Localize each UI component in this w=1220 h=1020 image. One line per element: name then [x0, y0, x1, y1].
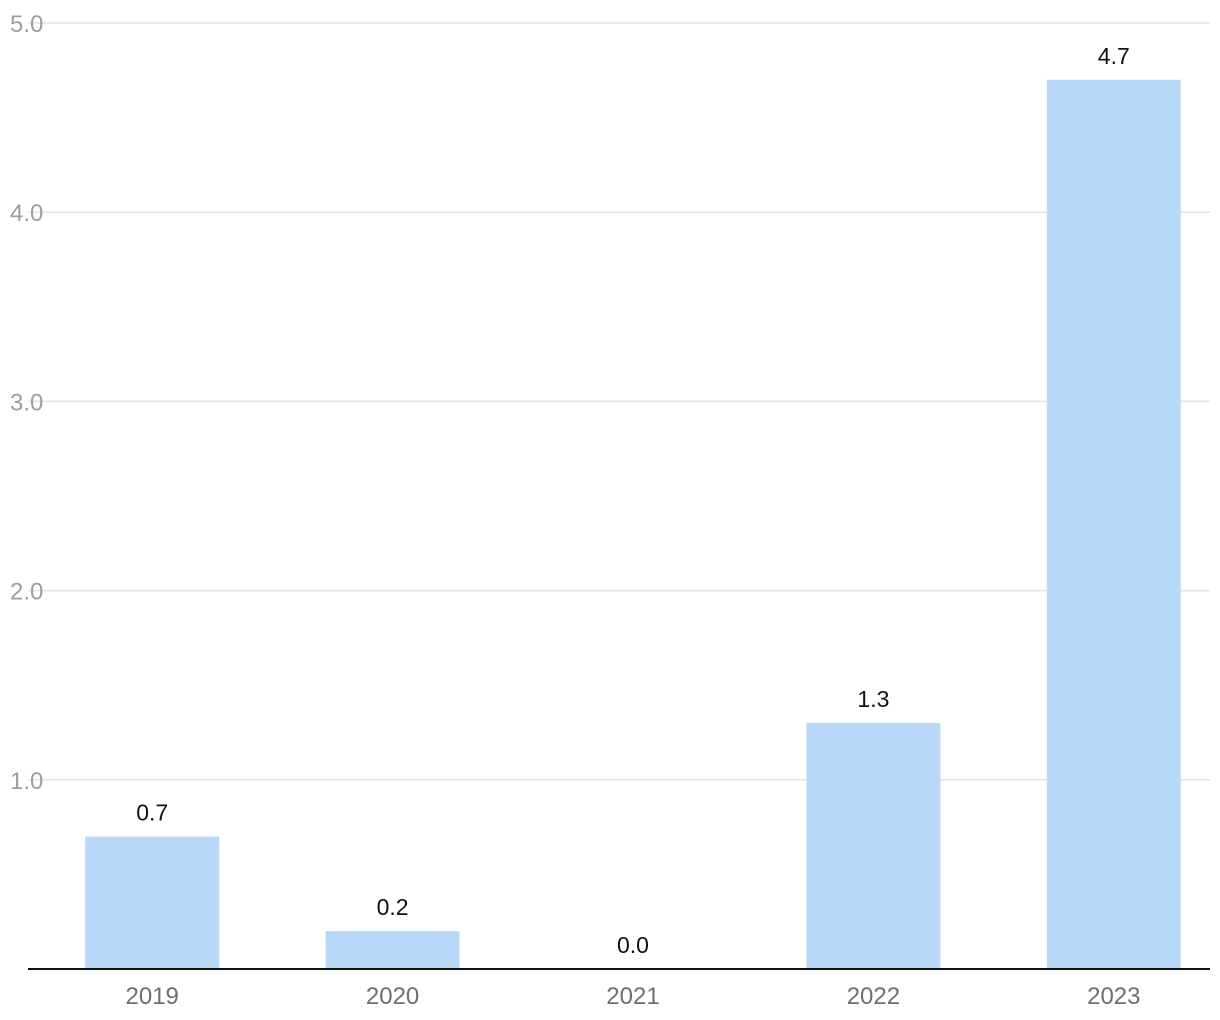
y-tick-label: 4.0 [10, 200, 43, 227]
y-tick-label: 5.0 [10, 11, 43, 38]
data-label-2019: 0.7 [136, 800, 168, 826]
y-axis-ticks: 1.0 2.0 3.0 4.0 5.0 [10, 11, 43, 795]
x-tick-label-2022: 2022 [847, 983, 900, 1010]
data-label-2021: 0.0 [617, 932, 649, 958]
gridlines [28, 22, 1210, 781]
data-label-2020: 0.2 [377, 894, 409, 920]
data-labels: 0.7 0.2 0.0 1.3 4.7 [136, 43, 1130, 958]
x-axis-ticks: 2019 2020 2021 2022 2023 [126, 983, 1141, 1010]
y-tick-label: 1.0 [10, 768, 43, 795]
data-label-2023: 4.7 [1098, 43, 1130, 69]
x-tick-label-2021: 2021 [606, 983, 659, 1010]
x-tick-label-2020: 2020 [366, 983, 419, 1010]
bar-2023 [1046, 79, 1181, 969]
bar-2019 [85, 836, 220, 969]
x-tick-label-2023: 2023 [1087, 983, 1140, 1010]
data-label-2022: 1.3 [857, 686, 889, 712]
y-tick-label: 2.0 [10, 579, 43, 606]
y-tick-label: 3.0 [10, 389, 43, 416]
x-tick-label-2019: 2019 [126, 983, 179, 1010]
bar-2020 [325, 931, 460, 969]
bars [85, 79, 1181, 969]
bar-2022 [806, 723, 941, 969]
